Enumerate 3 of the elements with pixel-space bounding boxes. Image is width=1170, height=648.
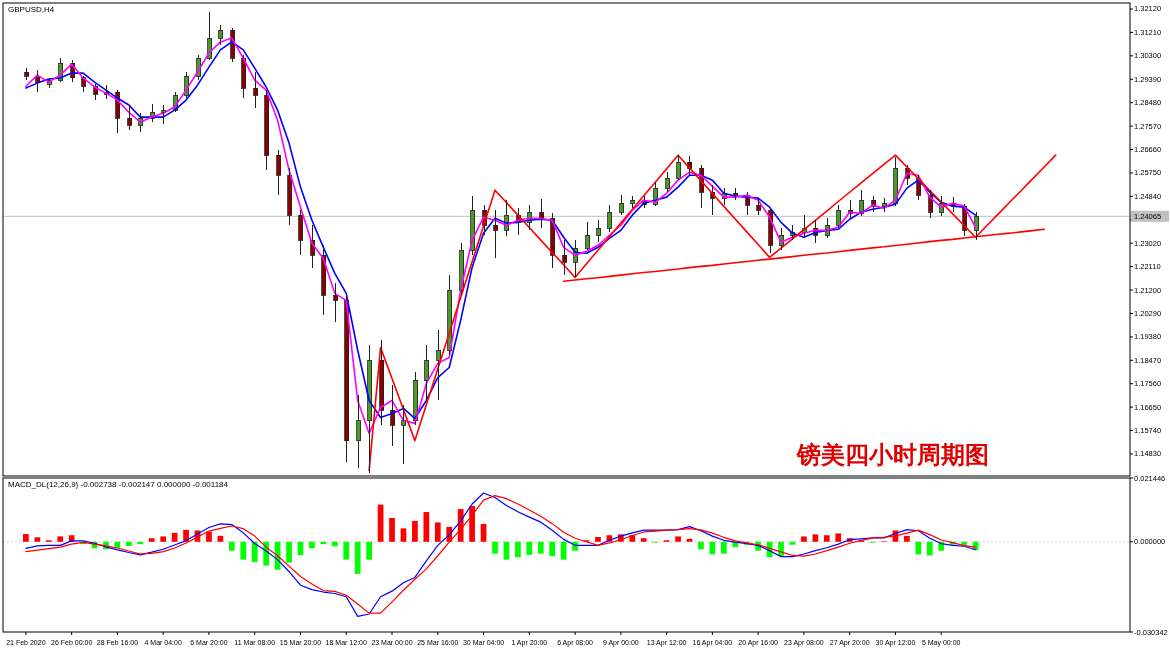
annotation: 镑美四小时周期图 [796,441,989,468]
chart-title: MACD_DL(12,26,9) -0.002738 -0.002147 0.000000 -0.001184 [8,480,229,489]
chart-title: GBPUSD,H4 [8,5,55,14]
